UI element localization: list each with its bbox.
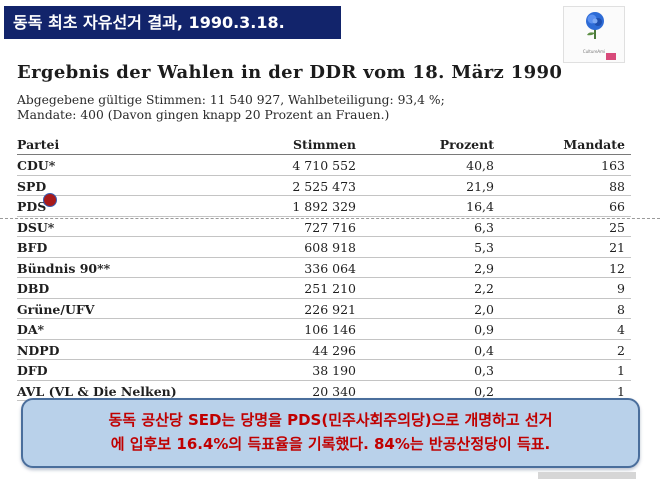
percent-value: 16,4 xyxy=(466,199,494,214)
table-row: DSU* 727 716 6,3 25 xyxy=(17,217,631,237)
logo: CultureAmi xyxy=(563,6,625,63)
header-votes: Stimmen xyxy=(292,137,356,152)
dashed-guide-line xyxy=(0,218,660,219)
party-name: AVL (VL & Die Nelken) xyxy=(17,383,177,399)
party-name: DA* xyxy=(17,322,45,337)
party-name: NDPD xyxy=(17,342,60,358)
percent-value: 6,3 xyxy=(474,219,494,235)
seats-value: 88 xyxy=(609,178,625,194)
votes-value: 44 296 xyxy=(312,342,356,358)
percent-value: 0,9 xyxy=(474,322,494,337)
party-name: BFD xyxy=(17,240,48,255)
percent-value: 0,2 xyxy=(474,383,494,399)
table-row: DBD 251 210 2,2 9 xyxy=(17,278,631,299)
votes-value: 1 892 329 xyxy=(292,199,356,214)
percent-value: 2,9 xyxy=(474,260,494,276)
party-name: CDU* xyxy=(17,158,56,173)
document-title: Ergebnis der Wahlen in der DDR vom 18. M… xyxy=(17,62,563,83)
seats-value: 66 xyxy=(609,199,625,214)
party-name: SPD xyxy=(17,178,47,194)
logo-caption: CultureAmi xyxy=(582,49,606,54)
mandates-line: Mandate: 400 (Davon gingen knapp 20 Proz… xyxy=(17,108,390,122)
seats-value: 12 xyxy=(609,260,625,276)
party-name: Grüne/UFV xyxy=(17,301,95,317)
votes-value: 608 918 xyxy=(304,240,356,255)
valid-votes-line: Abgegebene gültige Stimmen: 11 540 927, … xyxy=(17,93,445,107)
seats-value: 8 xyxy=(617,301,625,317)
seats-value: 2 xyxy=(617,342,625,358)
seats-value: 4 xyxy=(617,322,625,337)
votes-value: 336 064 xyxy=(304,260,356,276)
votes-value: 20 340 xyxy=(312,383,356,399)
party-name: DSU* xyxy=(17,219,55,235)
table-row: BFD 608 918 5,3 21 xyxy=(17,237,631,258)
percent-value: 2,2 xyxy=(474,281,494,296)
seats-value: 21 xyxy=(609,240,625,255)
pds-highlight-marker xyxy=(43,193,57,207)
votes-value: 727 716 xyxy=(304,219,356,235)
seats-value: 163 xyxy=(601,158,625,173)
slide-title: 동독 최초 자유선거 결과, 1990.3.18. xyxy=(13,13,285,32)
table-row: CDU* 4 710 552 40,8 163 xyxy=(17,155,631,176)
percent-value: 40,8 xyxy=(466,158,494,173)
table-row: Bündnis 90** 336 064 2,9 12 xyxy=(17,258,631,278)
header-seats: Mandate xyxy=(563,137,625,152)
percent-value: 5,3 xyxy=(474,240,494,255)
party-name: DFD xyxy=(17,363,48,378)
table-row: Grüne/UFV 226 921 2,0 8 xyxy=(17,299,631,319)
party-name: DBD xyxy=(17,281,50,296)
election-results-table: Partei Stimmen Prozent Mandate CDU* 4 71… xyxy=(17,134,631,401)
percent-value: 0,4 xyxy=(474,342,494,358)
votes-value: 2 525 473 xyxy=(292,178,356,194)
percent-value: 0,3 xyxy=(474,363,494,378)
party-name: PDS xyxy=(17,199,47,214)
party-name: Bündnis 90** xyxy=(17,260,111,276)
pds-callout-box: 동독 공산당 SED는 당명을 PDS(민주사회주의당)으로 개명하고 선거 에… xyxy=(21,398,640,468)
table-row: DA* 106 146 0,9 4 xyxy=(17,319,631,340)
seats-value: 1 xyxy=(617,363,625,378)
votes-value: 4 710 552 xyxy=(292,158,356,173)
table-row: DFD 38 190 0,3 1 xyxy=(17,360,631,381)
seats-value: 1 xyxy=(617,383,625,399)
header-percent: Prozent xyxy=(439,137,494,152)
table-row: NDPD 44 296 0,4 2 xyxy=(17,340,631,360)
votes-value: 226 921 xyxy=(304,301,356,317)
votes-value: 251 210 xyxy=(304,281,356,296)
percent-value: 2,0 xyxy=(474,301,494,317)
rose-icon xyxy=(586,12,604,39)
header-party: Partei xyxy=(17,137,60,152)
slide-title-banner: 동독 최초 자유선거 결과, 1990.3.18. xyxy=(4,6,341,39)
percent-value: 21,9 xyxy=(466,178,494,194)
logo-mark xyxy=(606,53,616,60)
seats-value: 9 xyxy=(617,281,625,296)
table-row: SPD 2 525 473 21,9 88 xyxy=(17,176,631,196)
table-header-row: Partei Stimmen Prozent Mandate xyxy=(17,134,631,155)
callout-line-1: 동독 공산당 SED는 당명을 PDS(민주사회주의당)으로 개명하고 선거 xyxy=(108,411,553,429)
votes-value: 38 190 xyxy=(312,363,356,378)
votes-value: 106 146 xyxy=(304,322,356,337)
table-row: PDS 1 892 329 16,4 66 xyxy=(17,196,631,217)
bottom-strip xyxy=(538,472,636,479)
callout-line-2: 에 입후보 16.4%의 득표율을 기록했다. 84%는 반공산정당이 득표. xyxy=(110,435,551,453)
seats-value: 25 xyxy=(609,219,625,235)
